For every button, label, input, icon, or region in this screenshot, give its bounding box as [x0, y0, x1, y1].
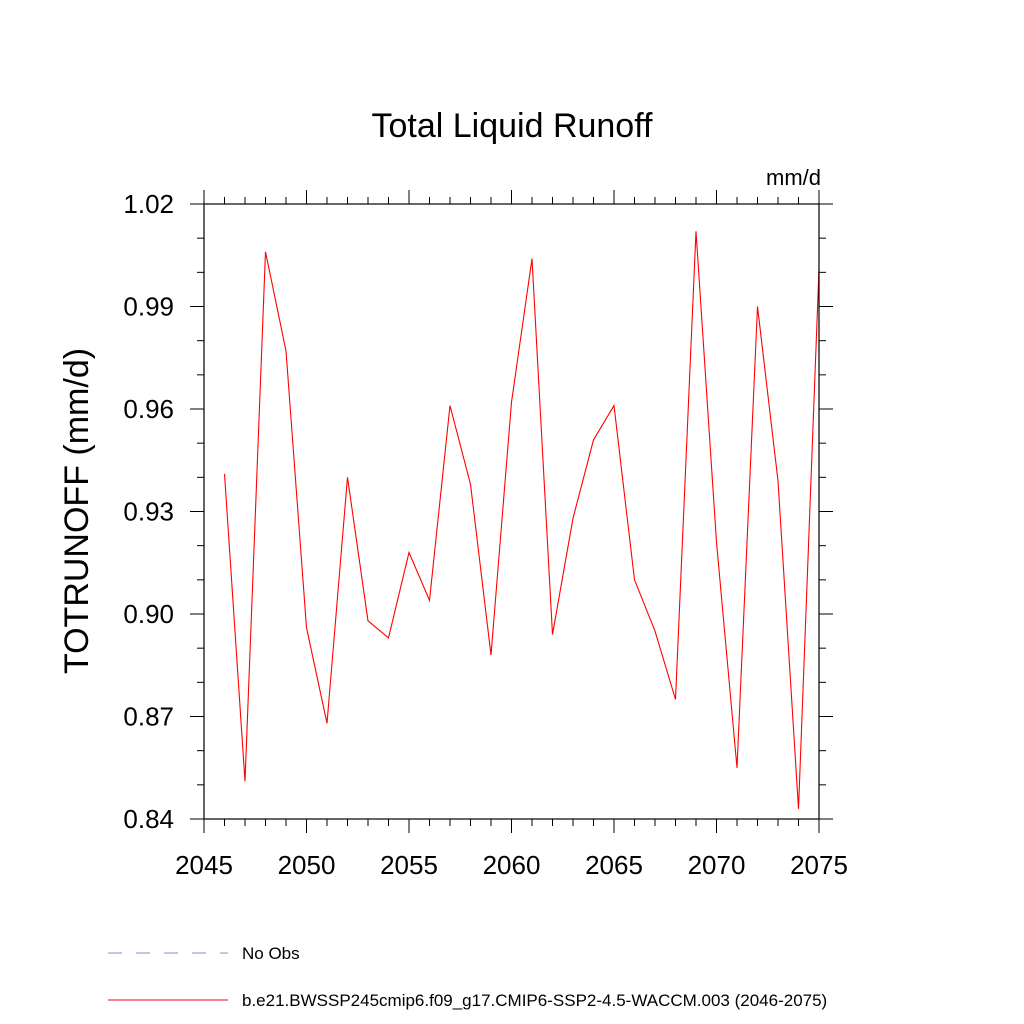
units-label: mm/d: [766, 165, 821, 190]
y-tick-label: 0.99: [123, 292, 174, 322]
y-tick-label: 0.93: [123, 497, 174, 527]
axis-ticks: 2045 2050 2055 2060 2065 2070 2075 0.84 0.87 0.90…: [123, 189, 848, 880]
legend-item-label: b.e21.BWSSP245cmip6.f09_g17.CMIP6-SSP2-4…: [242, 991, 827, 1010]
x-tick-label: 2070: [688, 850, 746, 880]
chart-title: Total Liquid Runoff: [371, 107, 653, 145]
x-tick-label: 2050: [278, 850, 336, 880]
y-tick-label: 0.87: [123, 702, 174, 732]
y-tick-label: 0.90: [123, 599, 174, 629]
x-tick-label: 2065: [585, 850, 643, 880]
legend: No Obs b.e21.BWSSP245cmip6.f09_g17.CMIP6-…: [108, 944, 827, 1010]
series-line: [223, 231, 820, 809]
y-tick-label: 1.02: [123, 189, 174, 219]
y-axis-title: TOTRUNOFF (mm/d): [58, 348, 96, 674]
plot-frame: [203, 203, 820, 820]
data-series: [223, 231, 820, 809]
y-tick-label: 0.84: [123, 804, 174, 834]
legend-item-label: No Obs: [242, 944, 300, 963]
x-tick-label: 2075: [790, 850, 848, 880]
x-tick-label: 2055: [380, 850, 438, 880]
y-tick-label: 0.96: [123, 394, 174, 424]
x-tick-label: 2060: [483, 850, 541, 880]
x-tick-label: 2045: [175, 850, 233, 880]
